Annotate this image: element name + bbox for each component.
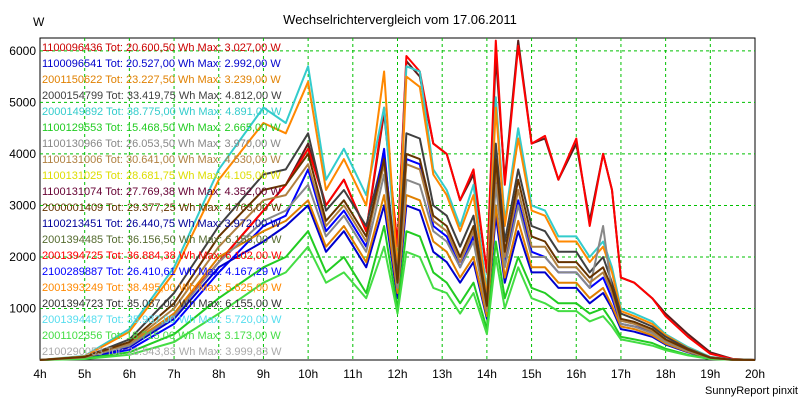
x-tick-label: 15h — [522, 367, 542, 381]
legend-entry: 2001394723 Tot: 35.087,00 Wh Max: 6.155,… — [42, 298, 282, 310]
series-line-11 — [39, 173, 756, 361]
chart-title: Wechselrichtervergleich vom 17.06.2011 — [283, 12, 517, 27]
series-line-13 — [39, 152, 756, 361]
legend-entry: 1100131025 Tot: 28.681,75 Wh Max: 4.105,… — [42, 170, 281, 182]
legend-entry: 2000149892 Tot: 38.775,00 Wh Max: 4.891,… — [42, 106, 282, 118]
y-axis-ticks: 1000 2000 3000 4000 5000 6000 — [9, 44, 36, 316]
series-line-10 — [39, 245, 756, 361]
y-tick-label: 1000 — [9, 301, 36, 315]
legend: 1100096436 Tot: 20.600,50 Wh Max: 3.027,… — [42, 42, 282, 358]
x-tick-label: 10h — [298, 367, 318, 381]
x-tick-label: 13h — [432, 367, 452, 381]
grid-lines — [40, 38, 755, 360]
series-lines — [39, 39, 756, 361]
y-tick-label: 2000 — [9, 250, 36, 264]
x-tick-label: 19h — [700, 367, 720, 381]
x-tick-label: 12h — [387, 367, 407, 381]
x-tick-label: 5h — [78, 367, 91, 381]
series-line-9 — [39, 225, 756, 361]
footer-credit: SunnyReport pinxit — [705, 385, 798, 397]
legend-entry: 2001393249 Tot: 38.495,00 Wh Max: 5.625,… — [42, 282, 282, 294]
legend-entry: 2001394485 Tot: 36.156,50 Wh Max: 6.158,… — [42, 234, 282, 246]
legend-entry: 1100130966 Tot: 26.053,50 Wh Max: 3.970,… — [42, 138, 281, 150]
legend-entry: 1100129553 Tot: 15.468,50 Wh Max: 2.665,… — [42, 122, 281, 134]
legend-entry: 2000154799 Tot: 33.419,75 Wh Max: 4.812,… — [42, 90, 282, 102]
legend-entry: 2001394725 Tot: 36.884,38 Wh Max: 6.102,… — [42, 250, 282, 262]
x-tick-label: 9h — [257, 367, 270, 381]
legend-entry: 1100131006 Tot: 30.641,00 Wh Max: 4.530,… — [42, 154, 281, 166]
y-tick-label: 5000 — [9, 95, 36, 109]
y-tick-label: 6000 — [9, 44, 36, 58]
series-line-8 — [39, 194, 756, 361]
series-line-5 — [39, 132, 756, 361]
x-tick-label: 7h — [167, 367, 180, 381]
series-line-4 — [39, 70, 756, 361]
x-tick-label: 6h — [123, 367, 136, 381]
x-tick-label: 4h — [33, 367, 46, 381]
legend-entry: 2001150622 Tot: 23.227,50 Wh Max: 3.239,… — [42, 74, 281, 86]
x-tick-label: 16h — [566, 367, 586, 381]
y-tick-label: 3000 — [9, 198, 36, 212]
x-tick-label: 20h — [745, 367, 765, 381]
y-axis-unit-label: W — [33, 15, 45, 29]
legend-entry: 1100096541 Tot: 20.527,00 Wh Max: 2.992,… — [42, 58, 281, 70]
legend-entry: 2001102356 Tot: 18.715,00 Wh Max: 3.173,… — [42, 330, 281, 342]
x-tick-label: 18h — [656, 367, 676, 381]
legend-entry: 2000001409 Tot: 29.377,25 Wh Max: 4.763,… — [42, 202, 282, 214]
x-axis-ticks: 4h 5h 6h 7h 8h 9h 10h 11h 12h 13h 14h 15h 16h 17h 18h 1… — [33, 367, 765, 381]
legend-entry: 1100096436 Tot: 20.600,50 Wh Max: 3.027,… — [42, 42, 281, 54]
legend-entry: 1100131074 Tot: 27.769,38 Wh Max: 4.352,… — [42, 186, 281, 198]
legend-entry: 2001394487 Tot: 35.987,00 Wh Max: 5.720,… — [42, 314, 282, 326]
x-tick-label: 14h — [477, 367, 497, 381]
legend-entry: 2100290053 Tot: 28.543,83 Wh Max: 3.999,… — [42, 346, 282, 358]
x-tick-label: 8h — [212, 367, 225, 381]
x-tick-label: 17h — [611, 367, 631, 381]
legend-entry: 1100213451 Tot: 26.440,75 Wh Max: 3.972,… — [42, 218, 281, 230]
legend-entry: 2100289887 Tot: 26.410,61 Wh Max: 4.167,… — [42, 266, 282, 278]
y-tick-label: 4000 — [9, 147, 36, 161]
x-tick-label: 11h — [343, 367, 362, 381]
